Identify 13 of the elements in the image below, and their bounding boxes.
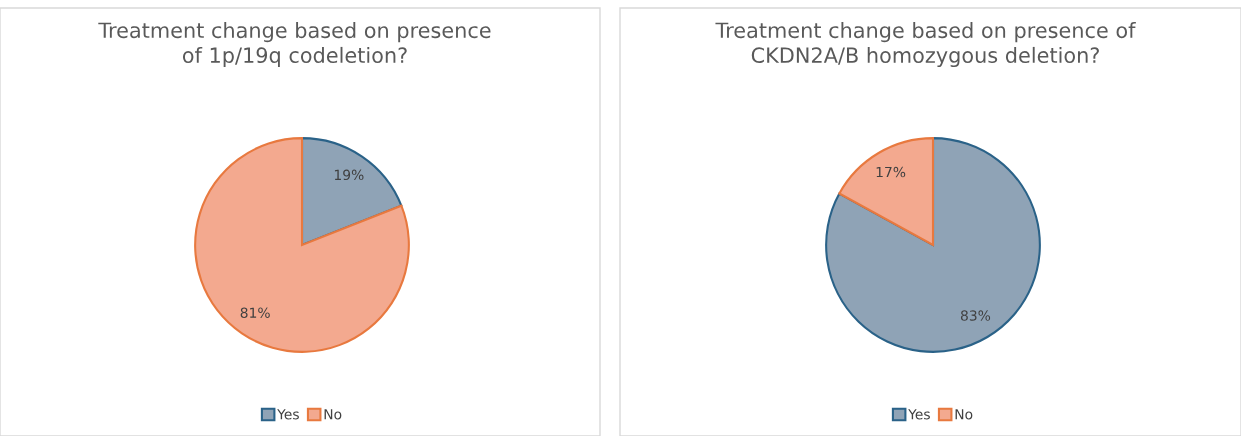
legend-label: No	[955, 409, 973, 420]
chart-title: Treatment change based on presence of 1p/19q codeletion?	[98, 22, 491, 68]
pie-slice	[838, 137, 935, 247]
pie-slice	[825, 137, 1041, 353]
legend-label: No	[324, 409, 342, 420]
legend-label: Yes	[277, 409, 299, 420]
data-label: 81%	[240, 307, 270, 318]
data-label: 19%	[334, 169, 364, 181]
data-label: 83%	[960, 310, 991, 321]
data-label: 17%	[876, 166, 906, 178]
chart-title: Treatment change based on presence of CKDN2A/B homozygous deletion?	[715, 22, 1136, 68]
legend-label: Yes	[908, 409, 930, 420]
pie-slice	[194, 137, 410, 353]
